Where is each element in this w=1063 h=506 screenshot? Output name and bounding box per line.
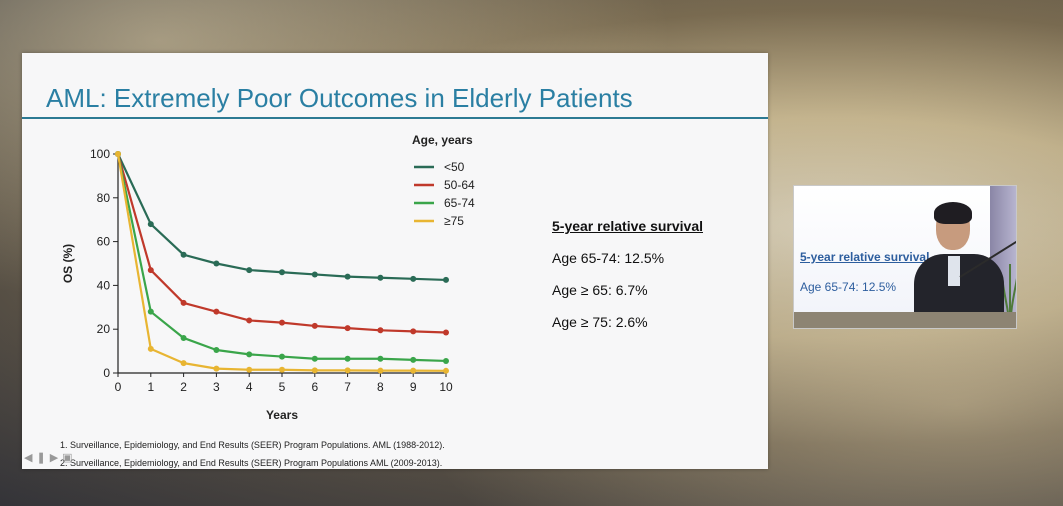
slide: AML: Extremely Poor Outcomes in Elderly … [22, 53, 768, 469]
legend-label: 50-64 [444, 178, 475, 192]
speaker-screen-line: Age 65-74: 12.5% [800, 280, 897, 294]
data-point [246, 317, 253, 324]
data-point [443, 367, 449, 374]
data-point [246, 351, 253, 358]
survival-summary: 5-year relative survival Age 65-74: 12.5… [552, 218, 703, 330]
legend-label: <50 [444, 160, 465, 174]
legend-label: 65-74 [444, 196, 475, 210]
series-line-0 [117, 153, 447, 282]
speaker-video: 5-year relative survival Age 65-74: 12.5… [793, 185, 1017, 329]
chart-legend: Age, years <50 50-64 65-74 ≥75 [412, 133, 475, 228]
x-tick-label: 4 [246, 380, 253, 394]
data-point [377, 355, 384, 362]
data-point [410, 275, 417, 282]
data-point [344, 367, 351, 374]
data-point [279, 353, 285, 360]
data-point [147, 221, 154, 228]
series-line-3 [116, 153, 447, 372]
lectern [794, 312, 1016, 328]
survival-item-65-plus: Age ≥ 65: 6.7% [552, 282, 648, 298]
data-point [279, 269, 285, 276]
data-point [311, 355, 318, 362]
data-point [311, 271, 318, 278]
speaker-hair [934, 202, 972, 224]
x-tick-label: 1 [147, 380, 154, 394]
survival-item-65-74: Age 65-74: 12.5% [552, 250, 665, 266]
data-point [279, 366, 285, 373]
data-point [377, 367, 384, 374]
data-point [344, 325, 351, 332]
prev-icon[interactable]: ◀ [24, 452, 37, 464]
data-point [279, 319, 285, 326]
captions-icon[interactable]: ▣ [62, 452, 77, 464]
data-point [147, 308, 154, 315]
title-rule [22, 117, 768, 119]
speaker-screen-title: 5-year relative survival [800, 250, 930, 264]
y-tick-label: 0 [103, 366, 110, 380]
data-point [377, 274, 384, 281]
x-axis-title: Years [266, 408, 298, 422]
data-point [213, 260, 220, 267]
chart-axes: 0 20 40 60 80 100 0 1 2 3 4 5 6 7 8 9 10 Years OS (%) [61, 147, 453, 422]
y-tick-label: 20 [97, 322, 111, 336]
data-point [443, 329, 449, 336]
survival-chart: 0 20 40 60 80 100 0 1 2 3 4 5 6 7 8 9 10 Years OS (%) Age,… [61, 133, 475, 422]
x-tick-label: 9 [410, 380, 417, 394]
data-point [180, 251, 187, 258]
survival-item-75-plus: Age ≥ 75: 2.6% [552, 314, 648, 330]
data-point [115, 151, 121, 157]
speaker-shirt [948, 256, 960, 286]
data-point [246, 267, 253, 274]
reference-1: 1. Surveillance, Epidemiology, and End R… [60, 440, 445, 450]
legend-title: Age, years [412, 133, 473, 147]
references: 1. Surveillance, Epidemiology, and End R… [60, 436, 445, 472]
data-point [213, 308, 220, 315]
x-tick-label: 8 [377, 380, 384, 394]
reference-2: 2. Surveillance, Epidemiology, and End R… [60, 458, 443, 468]
series-line-1 [116, 153, 447, 334]
data-point [311, 367, 318, 374]
legend-label: ≥75 [444, 214, 464, 228]
survival-title: 5-year relative survival [552, 218, 703, 234]
slide-nav: ◀❚▶▣ [24, 451, 77, 464]
data-point [180, 360, 187, 367]
data-point [410, 367, 417, 374]
x-tick-label: 10 [439, 380, 453, 394]
y-tick-label: 60 [97, 235, 111, 249]
data-point [213, 365, 220, 372]
x-tick-label: 3 [213, 380, 220, 394]
data-point [311, 322, 318, 329]
y-tick-label: 40 [97, 278, 111, 292]
data-point [344, 273, 351, 280]
y-axis-title: OS (%) [61, 244, 75, 283]
y-tick-label: 80 [97, 191, 111, 205]
x-tick-label: 5 [279, 380, 286, 394]
chart-series [115, 151, 449, 374]
data-point [410, 356, 417, 363]
y-tick-label: 100 [90, 147, 110, 161]
data-point [180, 299, 187, 306]
data-point [246, 366, 253, 373]
x-tick-label: 0 [115, 380, 122, 394]
data-point [410, 328, 417, 335]
data-point [147, 267, 154, 274]
data-point [147, 345, 154, 352]
data-point [180, 334, 187, 341]
x-tick-label: 7 [344, 380, 351, 394]
next-icon[interactable]: ▶ [49, 452, 63, 464]
data-point [377, 327, 384, 334]
data-point [213, 347, 220, 354]
x-tick-label: 2 [180, 380, 187, 394]
x-tick-label: 6 [311, 380, 318, 394]
data-point [443, 276, 449, 283]
data-point [344, 355, 351, 362]
data-point [443, 357, 449, 364]
slide-title: AML: Extremely Poor Outcomes in Elderly … [46, 83, 633, 113]
speaker-person [912, 200, 1016, 328]
pause-icon[interactable]: ❚ [36, 452, 50, 464]
